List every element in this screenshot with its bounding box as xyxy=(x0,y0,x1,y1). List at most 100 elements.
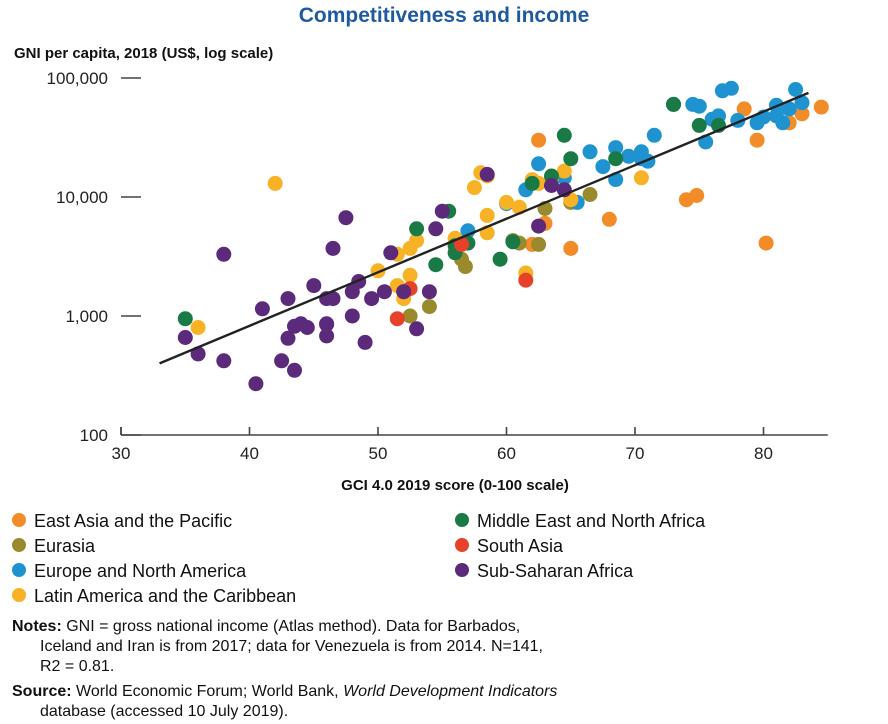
legend-swatch xyxy=(12,513,26,528)
data-point xyxy=(531,156,547,172)
data-point xyxy=(177,311,193,327)
data-point xyxy=(723,80,739,96)
data-point xyxy=(608,140,624,156)
data-point xyxy=(267,175,283,191)
data-point xyxy=(601,211,617,227)
scatter-chart: 30 40 50 60 70 80 GCI 4.0 2019 score (0-100 sc… xyxy=(47,69,829,494)
data-point xyxy=(434,203,450,219)
data-point xyxy=(582,187,598,202)
legend-swatch xyxy=(455,513,469,528)
legend-label: East Asia and the Pacific xyxy=(34,511,233,531)
data-point xyxy=(781,101,797,117)
data-point xyxy=(621,148,637,164)
data-point xyxy=(563,151,579,167)
data-point xyxy=(454,236,469,252)
data-point xyxy=(758,235,774,251)
data-point xyxy=(556,163,572,179)
legend-label: Middle East and North Africa xyxy=(477,511,706,531)
data-point xyxy=(254,301,270,317)
data-point xyxy=(325,291,341,307)
data-point xyxy=(518,272,534,288)
legend-swatch xyxy=(12,538,26,553)
data-point xyxy=(608,151,624,167)
legend-label: Eurasia xyxy=(34,536,96,556)
source-italic: World Development Indicators xyxy=(343,683,558,700)
data-point xyxy=(357,334,373,350)
data-point xyxy=(216,353,232,369)
legend-item-east-asia: East Asia and the Pacific xyxy=(12,510,232,532)
data-point xyxy=(531,236,547,252)
data-point xyxy=(499,194,514,210)
source-label: Source: xyxy=(12,683,72,700)
data-point xyxy=(177,330,193,345)
legend-label: Sub-Saharan Africa xyxy=(477,561,634,581)
data-point xyxy=(563,240,579,256)
data-point xyxy=(428,257,444,273)
data-point xyxy=(389,311,405,327)
data-point xyxy=(531,132,547,148)
legend-item-middle-east: Middle East and North Africa xyxy=(455,510,705,532)
data-point xyxy=(505,234,521,250)
data-point xyxy=(319,316,335,332)
source: Source: World Economic Forum; World Bank… xyxy=(12,682,886,722)
legend-swatch xyxy=(12,588,26,603)
data-point xyxy=(306,278,322,294)
data-point xyxy=(364,291,380,307)
data-point xyxy=(325,240,341,256)
data-point xyxy=(248,376,264,392)
notes-label: Notes: xyxy=(12,618,62,635)
legend-item-latin-america: Latin America and the Caribbean xyxy=(12,585,296,607)
y-tick-label: 1,000 xyxy=(65,307,108,326)
y-tick-label: 10,000 xyxy=(56,188,108,207)
legend-swatch xyxy=(12,563,26,578)
data-point xyxy=(396,284,412,300)
y-axis-label: GNI per capita, 2018 (US$, log scale) xyxy=(14,45,274,62)
notes: Notes: GNI = gross national income (Atla… xyxy=(12,617,878,677)
data-point xyxy=(293,316,309,332)
data-point xyxy=(216,246,232,262)
data-point xyxy=(775,115,791,131)
x-tick-label: 40 xyxy=(240,444,259,463)
y-tick-label: 100,000 xyxy=(47,69,108,88)
data-point xyxy=(544,178,559,193)
legend-swatch xyxy=(455,538,469,553)
data-point xyxy=(531,218,547,234)
trendline-group xyxy=(159,91,809,365)
y-tick-label: 100 xyxy=(80,426,108,445)
legend-item-eurasia: Eurasia xyxy=(12,535,95,557)
x-axis-label: GCI 4.0 2019 score (0-100 scale) xyxy=(341,477,569,494)
notes-line-2: Iceland and Iran is from 2017; data for … xyxy=(40,638,543,655)
legend-item-sub-saharan: Sub-Saharan Africa xyxy=(455,560,633,582)
x-tick-label: 70 xyxy=(626,444,645,463)
data-point xyxy=(409,321,425,337)
trendline xyxy=(159,91,809,365)
data-point xyxy=(190,346,206,362)
data-point xyxy=(287,362,302,378)
data-point xyxy=(466,180,482,196)
notes-line-3: R2 = 0.81. xyxy=(40,658,115,675)
source-text-2: database (accessed 10 July 2019). xyxy=(40,703,289,720)
data-point xyxy=(190,320,206,335)
data-point xyxy=(274,353,290,369)
data-point xyxy=(409,233,425,249)
data-point xyxy=(319,328,335,344)
data-point xyxy=(736,101,752,117)
data-point xyxy=(383,245,399,261)
data-point xyxy=(794,106,810,122)
legend-label: Latin America and the Caribbean xyxy=(34,586,297,606)
data-point xyxy=(344,308,360,324)
legend-item-south-asia: South Asia xyxy=(455,535,563,557)
data-point xyxy=(479,207,495,223)
data-point xyxy=(479,166,495,182)
data-point xyxy=(421,284,437,300)
data-point xyxy=(280,291,296,307)
data-point xyxy=(689,188,705,203)
data-point xyxy=(421,299,437,315)
notes-line-1: GNI = gross national income (Atlas metho… xyxy=(61,618,521,635)
axes: 30 40 50 60 70 80 GCI 4.0 2019 score (0-100 sc… xyxy=(47,69,828,494)
data-point xyxy=(666,96,681,112)
data-point xyxy=(691,117,707,133)
data-point xyxy=(813,99,829,115)
chart-title: Competitiveness and income xyxy=(298,4,590,27)
data-point xyxy=(376,284,392,300)
